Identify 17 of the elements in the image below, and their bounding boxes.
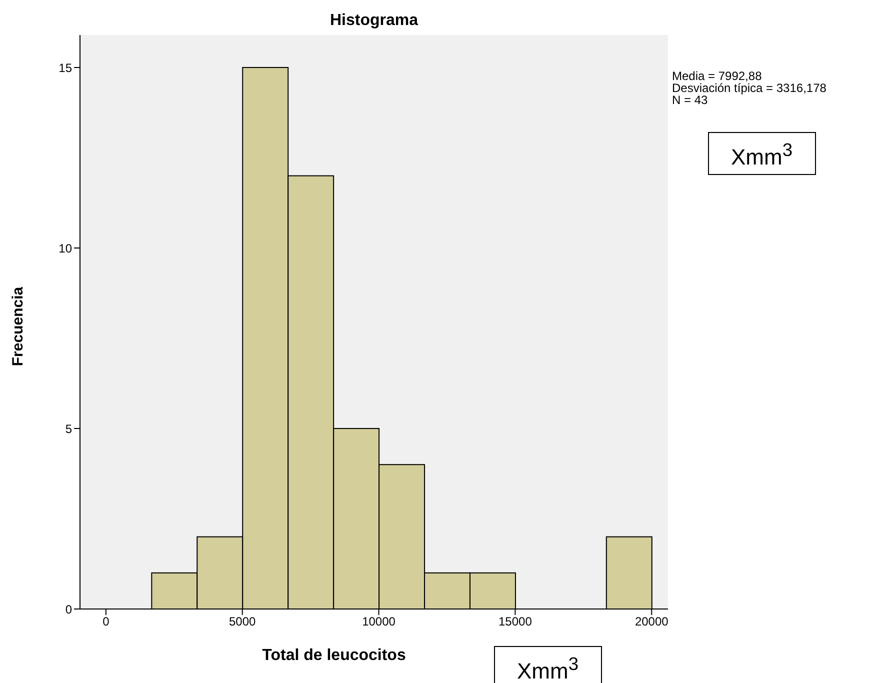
text: N = 43 [672,93,709,107]
x-tick-label: 15000 [498,614,532,629]
x-tick-label: 20000 [634,614,669,629]
x-axis-title: Total de leucocitos [262,647,406,664]
y-tick-label: 5 [65,422,72,436]
x-tick-label: 5000 [228,614,256,629]
text: Media = 7992,88 [672,69,763,83]
y-axis-title: Frecuencia [10,286,26,368]
x-tick-label: 0 [102,614,110,629]
y-tick-label: 10 [58,241,72,256]
text-box: Xmm$^{3}$ [494,646,602,683]
text: Desviación típica = 3316,178 [672,81,826,95]
y-tick-label: 0 [65,602,72,616]
y-tick-label: 15 [58,60,72,75]
text-box: Xmm$^{3}$ [708,132,816,176]
x-tick-label: 10000 [362,614,396,629]
chart-title: Histograma [328,12,420,30]
